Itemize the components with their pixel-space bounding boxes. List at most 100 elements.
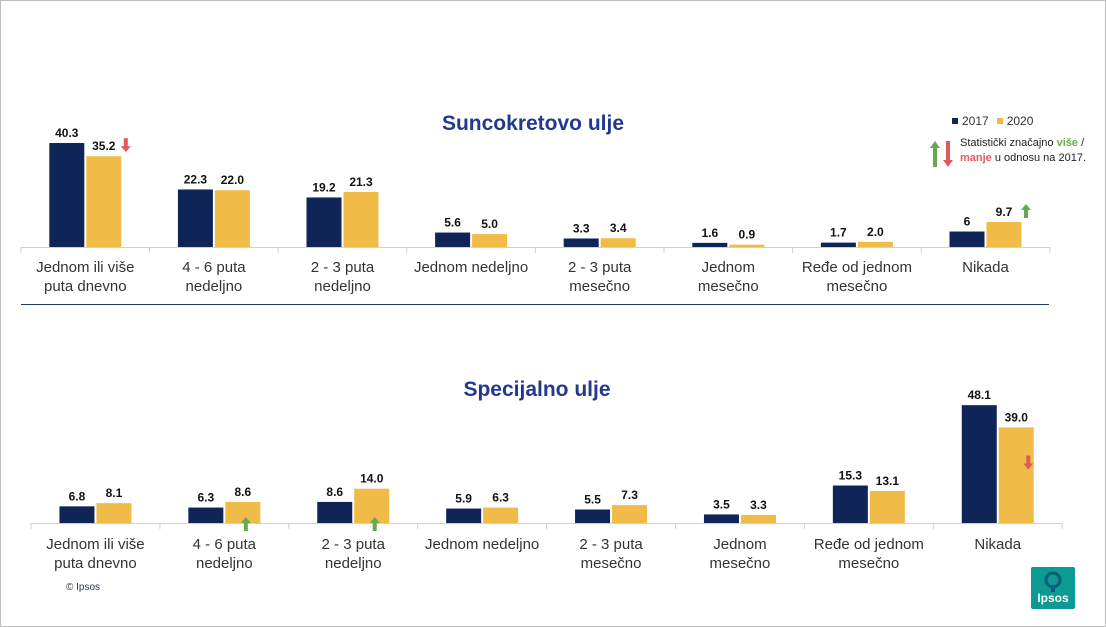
bar-2020 (986, 221, 1022, 247)
category-label: 2 - 3 puta (568, 259, 632, 276)
category-label: Nikada (974, 536, 1021, 553)
category-label: puta dnevno (54, 555, 137, 572)
bar-2020 (857, 241, 893, 247)
legend-swatch-2017 (952, 118, 958, 124)
significance-down-arrow-icon (120, 138, 131, 153)
value-label-2017: 5.9 (455, 492, 472, 506)
value-label-2017: 3.3 (573, 221, 590, 235)
value-label-2020: 3.4 (610, 221, 627, 235)
category-label: nedeljno (196, 555, 253, 572)
category-label: 2 - 3 puta (311, 259, 375, 276)
bar-2017 (820, 242, 856, 247)
legend-label-2020: 2020 (1006, 114, 1034, 128)
legend-swatch-2020 (996, 118, 1003, 124)
bar-2017 (563, 238, 599, 247)
significance-separator: / (1081, 137, 1085, 149)
category-label: mesečno (581, 555, 642, 572)
category-label: Ređe od jednom (802, 259, 912, 276)
significance-up-word: više (1056, 137, 1079, 149)
value-label-2020: 35.2 (92, 139, 116, 153)
legend: 2017 2020 (952, 114, 1033, 128)
bar-2020 (869, 490, 905, 523)
category-label: Jednom (713, 536, 766, 553)
value-label-2020: 9.7 (996, 205, 1013, 219)
category-label: mesečno (698, 278, 759, 295)
value-label-2020: 8.1 (106, 486, 123, 500)
bar-2017 (832, 485, 868, 523)
value-label-2020: 13.1 (876, 474, 900, 488)
category-label: Jednom nedeljno (425, 536, 539, 553)
value-label-2017: 48.1 (968, 388, 992, 402)
category-label: 2 - 3 puta (579, 536, 643, 553)
value-label-2020: 3.3 (750, 498, 767, 512)
category-label: Jednom nedeljno (414, 259, 528, 276)
significance-down-word: manje (960, 152, 992, 164)
copyright: © Ipsos (66, 582, 101, 593)
value-label-2017: 1.7 (830, 226, 847, 240)
bar-2020 (740, 514, 776, 523)
value-label-2020: 0.9 (738, 228, 755, 242)
bar-2020 (612, 505, 648, 523)
category-label: mesečno (710, 555, 771, 572)
value-label-2017: 8.6 (326, 485, 343, 499)
value-label-2020: 6.3 (492, 491, 509, 505)
section-divider (21, 304, 1049, 305)
ipsos-logo: Ipsos (1031, 567, 1075, 609)
value-label-2020: 5.0 (481, 217, 498, 231)
significance-up-arrow-icon (240, 517, 251, 531)
bar-2017 (317, 501, 353, 523)
significance-suffix: u odnosu na 2017. (994, 152, 1086, 164)
category-label: mesečno (569, 278, 630, 295)
bar-2020 (483, 507, 519, 523)
value-label-2017: 5.6 (444, 216, 461, 230)
value-label-2017: 40.3 (55, 126, 79, 140)
category-label: 4 - 6 puta (193, 536, 257, 553)
bar-2017 (49, 143, 85, 247)
significance-arrows-icon (930, 141, 953, 167)
bar-2020 (354, 488, 390, 523)
bar-2020 (729, 244, 765, 247)
category-label: Jednom (702, 259, 755, 276)
significance-prefix: Statistički značajno (960, 137, 1054, 149)
bar-2020 (86, 156, 122, 247)
bar-2017 (306, 197, 342, 247)
value-label-2017: 19.2 (312, 180, 336, 194)
value-label-2020: 2.0 (867, 225, 884, 239)
legend-label-2017: 2017 (962, 114, 989, 128)
bar-chart-sunflower-oil: 40.3 35.2 Jednom ili više puta dnevno 22.3 22… (20, 126, 1051, 295)
bar-2017 (435, 232, 471, 247)
logo-text: Ipsos (1037, 591, 1069, 605)
value-label-2017: 15.3 (839, 469, 863, 483)
category-label: 4 - 6 puta (182, 259, 246, 276)
value-label-2017: 6 (964, 215, 971, 229)
bar-2017 (575, 509, 611, 523)
bar-2017 (949, 231, 985, 247)
bar-2017 (703, 514, 739, 523)
category-label: nedeljno (314, 278, 371, 295)
value-label-2020: 39.0 (1005, 410, 1029, 424)
chart-title-sunflower: Suncokretovo ulje (441, 112, 625, 135)
bar-2020 (214, 190, 250, 247)
value-label-2017: 3.5 (713, 497, 730, 511)
significance-text: Statistički značajno više / manje u odno… (960, 136, 1105, 166)
bar-2020 (600, 238, 636, 247)
category-label: nedeljno (186, 278, 243, 295)
value-label-2017: 5.5 (584, 493, 601, 507)
category-label: 2 - 3 puta (322, 536, 386, 553)
bar-2017 (446, 508, 482, 523)
category-label: Nikada (962, 259, 1009, 276)
significance-up-arrow-icon (1021, 203, 1031, 218)
bar-2017 (961, 405, 997, 523)
bar-2020 (96, 503, 132, 523)
category-label: mesečno (838, 555, 899, 572)
bar-2020 (225, 501, 261, 523)
significance-up-arrow-icon (369, 517, 380, 531)
bar-2020 (343, 192, 379, 247)
bar-2017 (692, 242, 728, 247)
value-label-2020: 8.6 (235, 485, 252, 499)
category-label: Ređe od jednom (814, 536, 924, 553)
category-label: Jednom ili više (46, 536, 144, 553)
category-label: puta dnevno (44, 278, 127, 295)
category-label: mesečno (826, 278, 887, 295)
